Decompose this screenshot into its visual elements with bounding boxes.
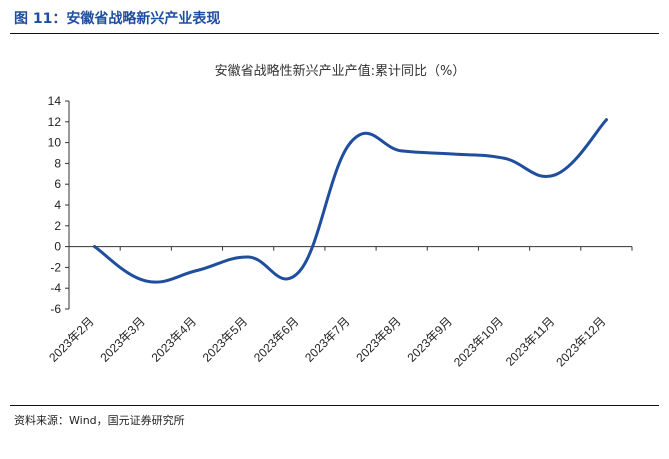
data-point [553, 173, 557, 177]
x-tick-label: 2023年2月 [46, 314, 96, 364]
y-axis: 14 12 10 8 6 4 2 0 -2 -4 -6 [48, 94, 70, 316]
y-tick-label: 12 [48, 115, 62, 129]
series-line [93, 118, 608, 284]
data-point [246, 255, 250, 259]
y-tick-label: 2 [54, 219, 61, 233]
y-tick-label: 4 [54, 198, 61, 212]
y-tick-label: -6 [50, 302, 61, 316]
x-tick-label: 2023年3月 [97, 314, 147, 364]
data-point [297, 270, 301, 274]
x-tick-label: 2023年9月 [405, 314, 455, 364]
x-tick-label: 2023年8月 [353, 314, 403, 364]
x-tick-label: 2023年10月 [451, 314, 506, 369]
data-point [195, 269, 199, 273]
top-rule [10, 33, 659, 34]
x-tick-label: 2023年5月 [200, 314, 250, 364]
x-tick-label: 2023年6月 [251, 314, 301, 364]
data-point [502, 156, 506, 160]
data-point [604, 118, 608, 122]
data-point [451, 152, 455, 156]
y-tick-label: 6 [54, 177, 61, 191]
figure-title: 图 11：安徽省战略新兴产业表现 [14, 11, 221, 27]
y-tick-label: 14 [48, 94, 62, 108]
x-tick-label: 2023年11月 [503, 314, 558, 369]
series-layer [93, 118, 608, 284]
y-tick-label: 0 [54, 240, 61, 254]
y-tick-label: -2 [50, 260, 61, 274]
data-point [349, 141, 352, 145]
y-tick-label: 8 [54, 156, 61, 170]
data-point [400, 149, 404, 153]
x-tick-label: 2023年4月 [149, 314, 199, 364]
data-point [93, 245, 97, 249]
x-tick-label: 2023年7月 [302, 314, 352, 364]
data-point [144, 279, 148, 283]
x-tick-label: 2023年12月 [553, 314, 608, 369]
y-tick-label: 10 [48, 136, 62, 150]
x-axis: 2023年2月 2023年3月 2023年4月 2023年5月 2023年6月 2023年… [46, 246, 633, 369]
y-tick-label: -4 [50, 281, 61, 295]
bottom-rule [10, 405, 659, 406]
chart-title: 安徽省战略性新兴产业产值:累计同比（%） [215, 63, 466, 79]
source-note: 资料来源：Wind，国元证券研究所 [14, 414, 185, 427]
